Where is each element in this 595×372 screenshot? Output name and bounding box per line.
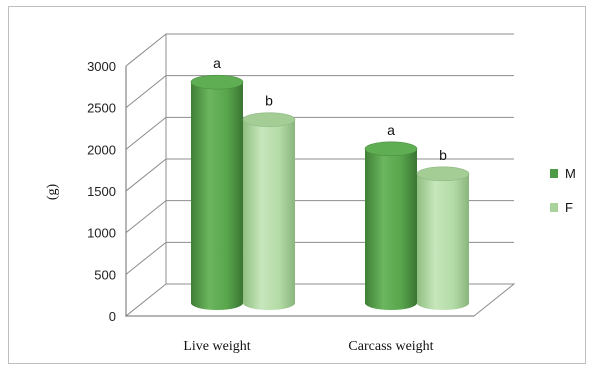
y-tick-label: 2000: [87, 142, 116, 157]
gridline: [125, 75, 514, 109]
bar-body: [417, 173, 469, 310]
y-tick-label: 2500: [87, 101, 116, 116]
bar-M-0: [190, 74, 244, 311]
bar-body: [243, 119, 295, 311]
bar-annotation: b: [265, 93, 273, 109]
bar-top: [190, 74, 244, 90]
gridline: [125, 33, 514, 67]
gridline: [125, 116, 514, 150]
legend-label-M: M: [565, 166, 576, 181]
bar-annotation: a: [213, 55, 221, 71]
bar-body: [365, 148, 417, 310]
bar-top: [364, 141, 418, 157]
bar-F-0: [242, 112, 296, 311]
legend-swatch-F: [550, 203, 558, 212]
x-tick-label: Live weight: [183, 339, 250, 354]
y-tick-label: 1000: [87, 226, 116, 241]
bar-body: [191, 82, 243, 311]
y-tick-label: 1500: [87, 184, 116, 199]
legend-swatch-M: [550, 169, 558, 178]
legend-label-F: F: [565, 200, 573, 215]
y-axis-label: (g): [45, 184, 60, 201]
bar-top: [242, 112, 296, 127]
bar-annotation: a: [387, 122, 395, 138]
bar-annotation: b: [439, 147, 447, 163]
y-tick-label: 500: [94, 267, 116, 282]
bar-top: [416, 166, 470, 182]
bar-M-1: [364, 141, 418, 310]
chart-frame: [8, 6, 586, 364]
bar-F-1: [416, 166, 470, 310]
x-tick-label: Carcass weight: [348, 339, 433, 354]
y-tick-label: 0: [109, 309, 116, 324]
y-tick-label: 3000: [87, 59, 116, 74]
